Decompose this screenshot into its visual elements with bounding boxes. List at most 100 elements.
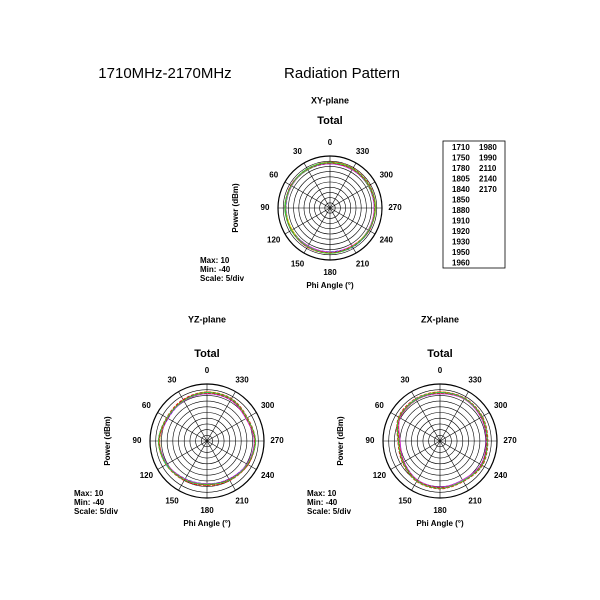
- spoke: [329, 181, 376, 209]
- angle-label: 270: [270, 436, 284, 445]
- angle-label: 60: [269, 171, 278, 180]
- scale-note: Scale: 5/div: [200, 274, 245, 283]
- legend-entry: 2170: [479, 185, 497, 194]
- legend-entry: 1710: [452, 143, 470, 152]
- scale-note: Max: 10: [307, 489, 337, 498]
- angle-label: 90: [261, 203, 270, 212]
- angle-label: 0: [438, 366, 443, 375]
- y-axis-label: Power (dBm): [103, 416, 112, 466]
- angle-label: 330: [235, 375, 249, 384]
- legend-entry: 1990: [479, 154, 497, 163]
- legend-entry: 1910: [452, 217, 470, 226]
- spoke: [439, 391, 469, 442]
- scale-note: Max: 10: [200, 256, 230, 265]
- angle-label: 210: [356, 259, 370, 268]
- legend-entry: 1780: [452, 164, 470, 173]
- spoke: [206, 440, 236, 491]
- pattern-line: [158, 393, 255, 485]
- spoke: [157, 440, 208, 470]
- spoke: [206, 440, 257, 470]
- x-axis-label: Phi Angle (°): [416, 519, 464, 528]
- spoke: [439, 440, 469, 491]
- spoke: [329, 162, 357, 209]
- angle-label: 270: [503, 436, 517, 445]
- legend-entry: 1840: [452, 185, 470, 194]
- legend-entry: 1950: [452, 248, 470, 257]
- chart-title: Total: [194, 348, 219, 360]
- spoke: [390, 440, 441, 470]
- angle-label: 210: [235, 497, 249, 506]
- angle-label: 240: [380, 236, 394, 245]
- scale-note: Scale: 5/div: [74, 507, 119, 516]
- y-axis-label: Power (dBm): [336, 416, 345, 466]
- angle-label: 300: [261, 401, 275, 410]
- angle-label: 150: [291, 259, 305, 268]
- angle-label: 240: [261, 471, 275, 480]
- angle-label: 150: [165, 497, 179, 506]
- pattern-line: [158, 392, 256, 486]
- range-label: 1710MHz-2170MHz: [98, 65, 231, 82]
- pattern-line: [284, 162, 376, 254]
- angle-label: 180: [323, 268, 337, 277]
- legend-box: [442, 140, 506, 269]
- angle-label: 180: [433, 506, 447, 515]
- legend-entry: 2110: [479, 164, 497, 173]
- spoke: [157, 412, 208, 442]
- page-title: Radiation Pattern: [284, 65, 400, 82]
- plane-label: ZX-plane: [421, 314, 459, 324]
- legend-entry: 1850: [452, 196, 470, 205]
- legend-entry: 1960: [452, 259, 470, 268]
- angle-label: 150: [398, 497, 412, 506]
- pattern-line: [158, 392, 256, 485]
- scale-note: Min: -40: [74, 498, 105, 507]
- pattern-line: [285, 163, 375, 253]
- angle-label: 0: [205, 366, 210, 375]
- spoke: [206, 412, 257, 442]
- plane-label: YZ-plane: [188, 314, 226, 324]
- spoke: [284, 181, 331, 209]
- pattern-line: [158, 391, 256, 486]
- y-axis-label: Power (dBm): [231, 183, 240, 233]
- angle-label: 330: [356, 147, 370, 156]
- angle-label: 180: [200, 506, 214, 515]
- scale-note: Min: -40: [200, 265, 231, 274]
- scale-note: Min: -40: [307, 498, 338, 507]
- angle-label: 30: [293, 147, 302, 156]
- chart-title: Total: [317, 115, 342, 127]
- legend-entry: 1880: [452, 206, 470, 215]
- pattern-line: [396, 391, 489, 490]
- angle-label: 240: [494, 471, 508, 480]
- plane-label: XY-plane: [311, 95, 349, 105]
- angle-label: 210: [468, 497, 482, 506]
- pattern-line: [398, 393, 487, 488]
- scale-note: Scale: 5/div: [307, 507, 352, 516]
- angle-label: 120: [373, 471, 387, 480]
- pattern-line: [397, 392, 488, 489]
- angle-label: 270: [388, 203, 402, 212]
- x-axis-label: Phi Angle (°): [183, 519, 231, 528]
- angle-label: 30: [401, 375, 410, 384]
- angle-label: 60: [142, 401, 151, 410]
- angle-label: 90: [133, 436, 142, 445]
- angle-label: 300: [494, 401, 508, 410]
- spoke: [178, 440, 208, 491]
- angle-label: 330: [468, 375, 482, 384]
- legend-entry: 1980: [479, 143, 497, 152]
- legend-entry: 1920: [452, 227, 470, 236]
- pattern-line: [284, 162, 376, 254]
- legend-entry: 1750: [452, 154, 470, 163]
- angle-label: 30: [168, 375, 177, 384]
- angle-label: 60: [375, 401, 384, 410]
- chart-title: Total: [427, 348, 452, 360]
- angle-label: 0: [328, 138, 333, 147]
- spoke: [411, 440, 441, 491]
- pattern-line: [396, 392, 488, 489]
- scale-note: Max: 10: [74, 489, 104, 498]
- spoke: [178, 391, 208, 442]
- spoke: [303, 162, 331, 209]
- legend-entry: 1930: [452, 238, 470, 247]
- angle-label: 120: [267, 236, 281, 245]
- legend-entry: 1805: [452, 175, 470, 184]
- legend-entry: 2140: [479, 175, 497, 184]
